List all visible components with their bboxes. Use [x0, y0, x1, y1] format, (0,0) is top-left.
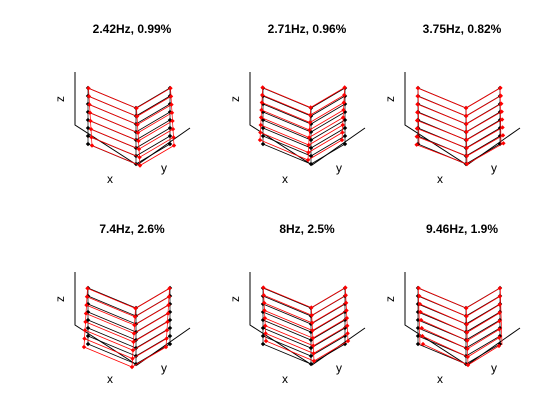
floor-line: [89, 88, 171, 108]
chart-title: 9.46Hz, 1.9%: [426, 222, 498, 236]
chart-panel-3: 3.75Hz, 0.82% z x y: [383, 22, 520, 186]
node-marker: [501, 141, 505, 145]
floor-line: [418, 104, 502, 124]
y-axis-label: y: [491, 361, 497, 375]
floor-line: [263, 88, 345, 108]
floor-line: [263, 336, 345, 356]
floor-line: [92, 137, 174, 157]
chart-panel-6: 9.46Hz, 1.9% z x y: [383, 222, 520, 386]
floor-line: [85, 339, 167, 359]
undeformed-frame: [416, 286, 502, 366]
floor-line: [90, 113, 172, 133]
floor-line: [91, 121, 173, 141]
chart-panel-5: 8Hz, 2.5% z x y: [228, 222, 365, 386]
x-axis-label: x: [107, 372, 113, 386]
floor-line: [88, 288, 170, 308]
node-marker: [498, 286, 502, 290]
floor-line: [263, 288, 345, 308]
axis-frame: [75, 72, 190, 165]
z-axis-label: z: [383, 96, 397, 102]
floor-line: [420, 304, 500, 324]
undeformed-frame: [261, 86, 347, 166]
undeformed-frame: [416, 86, 502, 166]
y-axis-label: y: [491, 161, 497, 175]
chart-title: 2.71Hz, 0.96%: [268, 22, 347, 36]
mode-shape-frame: [86, 86, 176, 168]
z-axis-label: z: [53, 96, 67, 102]
floor-line: [263, 144, 345, 164]
floor-line: [422, 328, 500, 349]
chart-title: 7.4Hz, 2.6%: [99, 222, 165, 236]
node-marker: [415, 94, 419, 98]
node-marker: [498, 294, 502, 298]
floor-line: [260, 140, 342, 160]
floor-line: [419, 288, 500, 308]
floor-line: [263, 288, 345, 308]
z-axis-label: z: [228, 96, 242, 102]
floor-line: [90, 105, 172, 125]
floor-line: [418, 96, 501, 116]
mode-shape-frame: [261, 285, 350, 363]
floor-line: [88, 336, 170, 356]
x-axis-label: x: [282, 172, 288, 186]
x-axis-label: x: [437, 172, 443, 186]
floor-line: [87, 297, 169, 317]
chart-panel-1: 2.42Hz, 0.99% z x y: [53, 22, 190, 186]
floor-line: [417, 112, 501, 132]
floor-line: [422, 336, 499, 357]
y-axis-label: y: [336, 161, 342, 175]
axis-frame: [405, 272, 520, 365]
floor-line: [263, 344, 345, 364]
chart-panel-2: 2.71Hz, 0.96% z x y: [228, 22, 365, 186]
axis-frame: [250, 72, 365, 165]
x-axis-label: x: [282, 372, 288, 386]
y-axis-label: y: [336, 361, 342, 375]
floor-line: [263, 104, 345, 124]
floor-line: [88, 288, 170, 308]
floor-line: [263, 296, 345, 316]
floor-line: [423, 344, 499, 365]
chart-panel-4: 7.4Hz, 2.6% z x y: [53, 222, 190, 386]
floor-line: [419, 296, 500, 316]
x-axis-label: x: [107, 172, 113, 186]
floor-line: [263, 96, 345, 116]
z-axis-label: z: [228, 296, 242, 302]
x-axis-label: x: [437, 372, 443, 386]
z-axis-label: z: [53, 296, 67, 302]
floor-line: [421, 312, 500, 333]
chart-title: 3.75Hz, 0.82%: [423, 22, 502, 36]
z-axis-label: z: [383, 296, 397, 302]
floor-line: [421, 320, 499, 341]
node-marker: [420, 326, 424, 330]
floor-line: [418, 88, 501, 108]
floor-line: [88, 312, 170, 332]
floor-line: [263, 112, 345, 132]
node-marker: [501, 133, 505, 137]
floor-line: [263, 304, 345, 324]
floor-line: [260, 133, 342, 153]
chart-title: 2.42Hz, 0.99%: [93, 22, 172, 36]
floor-line: [91, 129, 173, 149]
node-marker: [415, 102, 419, 106]
chart-title: 8Hz, 2.5%: [279, 222, 335, 236]
mode-shape-frame: [414, 86, 505, 166]
floor-line: [89, 96, 171, 116]
y-axis-label: y: [161, 361, 167, 375]
undeformed-frame: [86, 286, 172, 366]
y-axis-label: y: [161, 161, 167, 175]
